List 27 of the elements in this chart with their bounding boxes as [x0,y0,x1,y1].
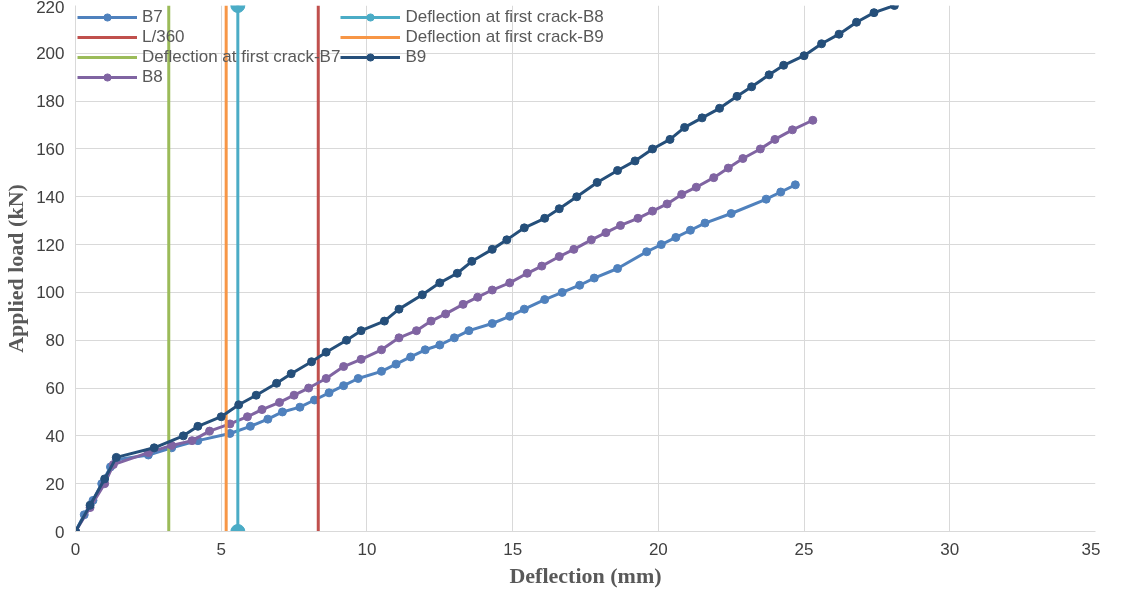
x-tick-label: 10 [357,539,377,559]
legend-label: B8 [142,67,163,87]
y-tick-label: 120 [36,235,65,255]
legend-label: Deflection at first crack-B9 [405,27,604,47]
y-tick-label: 20 [45,474,65,494]
x-tick-label: 0 [70,539,81,559]
legend-label: B7 [142,7,163,27]
y-tick-label: 60 [45,379,65,399]
y-tick-label: 40 [45,426,65,446]
x-tick-label: 35 [1081,539,1101,559]
x-axis-title: Deflection (mm) [509,562,662,588]
x-tick-label: 15 [503,539,523,559]
x-tick-label: 5 [216,539,226,559]
y-tick-label: 200 [36,44,65,64]
y-tick-label: 180 [36,92,65,112]
y-tick-label: 100 [36,283,65,303]
y-tick-label: 80 [45,331,65,351]
x-tick-label: 25 [794,539,814,559]
y-tick-label: 160 [36,139,65,159]
y-tick-label: 220 [36,0,65,17]
legend-label: Deflection at first crack-B8 [405,7,604,27]
x-tick-label: 30 [940,539,960,559]
x-tick-label: 20 [648,539,668,559]
y-tick-label: 0 [55,522,65,542]
y-axis-title: Applied load (kN) [3,184,29,353]
legend-label: B9 [405,47,427,67]
y-tick-label: 140 [36,187,65,207]
